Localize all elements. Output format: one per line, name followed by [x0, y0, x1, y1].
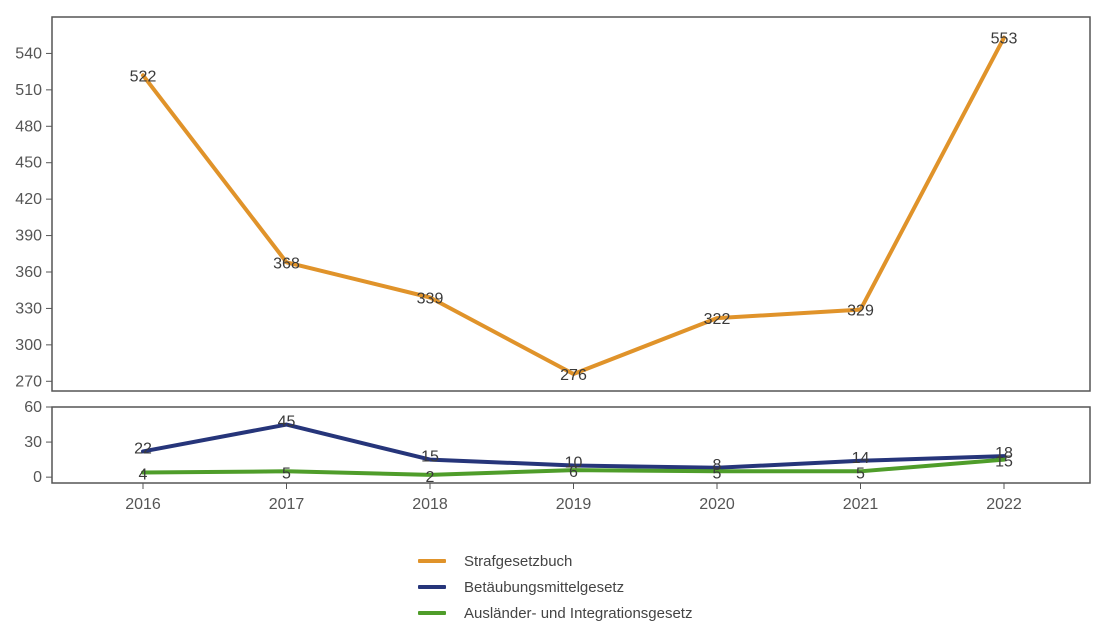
legend: Strafgesetzbuch Betäubungsmittelgesetz A… — [418, 548, 692, 626]
data-label: 322 — [704, 311, 731, 328]
x-tick-label: 2022 — [986, 496, 1022, 513]
data-label: 522 — [130, 68, 157, 85]
series-line-2 — [141, 457, 1006, 477]
legend-label: Ausländer- und Integrationsgesetz — [464, 604, 693, 622]
data-label: 368 — [273, 255, 300, 272]
y-axis-lower: 0 30 60 — [24, 399, 52, 486]
data-label: 22 — [134, 440, 152, 457]
data-label: 5 — [856, 465, 865, 482]
legend-swatch-betaeubungsmittelgesetz — [418, 585, 446, 589]
data-label: 5 — [282, 465, 291, 482]
series-line-0 — [141, 35, 1006, 376]
x-tick-label: 2016 — [125, 496, 161, 513]
data-label: 339 — [417, 291, 444, 308]
data-label: 45 — [278, 414, 296, 431]
y-tick-label: 450 — [15, 155, 42, 172]
legend-item-strafgesetzbuch: Strafgesetzbuch — [418, 548, 692, 574]
data-label: 14 — [852, 450, 870, 467]
data-label: 10 — [565, 454, 583, 471]
data-label: 5 — [713, 465, 722, 482]
y-tick-label: 540 — [15, 45, 42, 62]
data-label: 18 — [995, 445, 1013, 462]
y-tick-label: 360 — [15, 264, 42, 281]
data-label: 6 — [569, 464, 578, 481]
y-tick-label: 390 — [15, 228, 42, 245]
series-line-1 — [141, 422, 1006, 470]
y-tick-label: 330 — [15, 300, 42, 317]
x-axis: 2016 2017 2018 2019 2020 2021 2022 — [125, 483, 1022, 513]
data-label: 15 — [421, 449, 439, 466]
x-tick-label: 2019 — [556, 496, 592, 513]
data-label: 329 — [847, 303, 874, 320]
y-tick-label: 480 — [15, 118, 42, 135]
y-axis-upper: 270 300 330 360 390 420 450 480 510 540 — [15, 45, 52, 390]
y-tick-label: 510 — [15, 82, 42, 99]
series-lines — [141, 35, 1006, 477]
data-label: 4 — [139, 466, 148, 483]
legend-swatch-auslaender-integrationsgesetz — [418, 611, 446, 615]
y-tick-label: 60 — [24, 399, 42, 416]
x-tick-label: 2021 — [843, 496, 879, 513]
y-tick-label: 420 — [15, 191, 42, 208]
data-label: 8 — [713, 457, 722, 474]
data-label: 553 — [991, 31, 1018, 48]
legend-item-auslaender-integrationsgesetz: Ausländer- und Integrationsgesetz — [418, 600, 692, 626]
x-tick-label: 2017 — [269, 496, 305, 513]
legend-label: Betäubungsmittelgesetz — [464, 578, 625, 596]
x-tick-label: 2020 — [699, 496, 735, 513]
data-label: 276 — [560, 367, 587, 384]
y-tick-label: 30 — [24, 434, 42, 451]
legend-label: Strafgesetzbuch — [464, 552, 573, 570]
data-label: 15 — [995, 454, 1013, 471]
upper-panel-frame — [51, 16, 1091, 392]
y-tick-label: 0 — [33, 469, 42, 486]
data-label: 2 — [426, 469, 435, 486]
lower-panel-frame — [51, 406, 1091, 484]
legend-swatch-strafgesetzbuch — [418, 559, 446, 563]
x-tick-label: 2018 — [412, 496, 448, 513]
legend-item-betaeubungsmittelgesetz: Betäubungsmittelgesetz — [418, 574, 692, 600]
y-tick-label: 270 — [15, 373, 42, 390]
y-tick-label: 300 — [15, 337, 42, 354]
